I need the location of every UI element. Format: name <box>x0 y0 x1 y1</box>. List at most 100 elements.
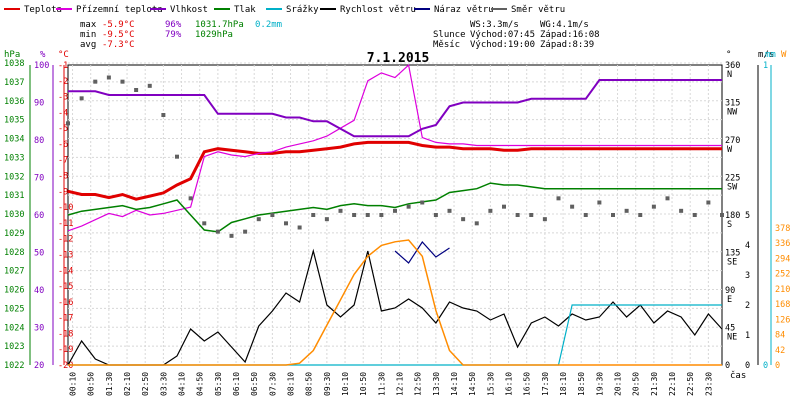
w-tick-label: 294 <box>775 254 790 264</box>
legend-label: Náraz větru <box>434 5 494 15</box>
stat-max-hum: 96% <box>165 20 182 30</box>
wind-dir-point <box>447 208 452 213</box>
wind-dir-point <box>284 221 288 226</box>
time-tick-label: 22:50 <box>686 372 695 396</box>
wind-dir-point <box>147 83 152 88</box>
temp-tick-label: -18 <box>58 329 73 339</box>
legend-label: Rychlost větru <box>340 5 416 15</box>
time-tick-label: 05:30 <box>214 372 223 396</box>
wind-dir-point <box>120 79 125 84</box>
temp-tick-label: -13 <box>58 250 73 260</box>
stat-max-label: max <box>80 20 97 30</box>
w-tick-label: 378 <box>775 224 790 234</box>
w-tick-label: 84 <box>775 331 785 341</box>
ms-tick-label: 4 <box>745 241 750 251</box>
deg-tick-label: 0 <box>725 361 730 371</box>
w-tick-label: 168 <box>775 300 790 310</box>
wind-dir-point <box>570 204 575 209</box>
wind-dir-point <box>502 204 506 209</box>
dir-tick-label: E <box>727 295 732 305</box>
axis-ticks: 1038103710361035103410331032103110301029… <box>4 59 790 396</box>
hpa-tick-label: 1035 <box>4 116 24 126</box>
temp-tick-label: -4 <box>58 108 68 118</box>
stat-avg-temp: -7.3°C <box>102 40 135 50</box>
deg-tick-label: 225 <box>725 174 740 184</box>
wind-dir-point <box>256 217 261 222</box>
time-tick-label: 08:50 <box>305 372 314 396</box>
series-line-tlak <box>67 182 722 233</box>
deg-tick-label: 180 <box>725 211 740 221</box>
stat-min-temp: -9.5°C <box>102 30 135 40</box>
w-tick-label: 42 <box>775 346 785 356</box>
stat-max-rain: 0.2mm <box>255 20 282 30</box>
pct-axis-label: % <box>40 50 46 60</box>
wind-dir-point <box>188 196 193 201</box>
time-tick-label: 13:30 <box>432 372 441 396</box>
hpa-tick-label: 1029 <box>4 229 24 239</box>
hpa-tick-label: 1036 <box>4 97 24 107</box>
temp-tick-label: -12 <box>58 235 73 245</box>
wind-dir-point <box>393 208 397 213</box>
stats-block: max -5.9°C 96% 1031.7hPa 0.2mm min -9.5°… <box>80 20 600 50</box>
series-solar-line <box>68 239 722 366</box>
hpa-tick-label: 1032 <box>4 172 24 182</box>
ms-tick-label: 2 <box>745 301 750 311</box>
hpa-tick-label: 1038 <box>4 59 24 69</box>
wind-dir-point <box>433 213 438 217</box>
time-tick-label: 09:30 <box>323 372 332 396</box>
time-tick-label: 17:30 <box>541 372 550 396</box>
stat-min-press: 1029hPa <box>195 30 233 40</box>
wind-dir-point <box>106 75 111 80</box>
wind-dir-point <box>297 225 302 230</box>
dir-tick-label: NE <box>727 333 737 343</box>
stat-min-hum: 79% <box>165 30 182 40</box>
time-tick-label: 21:30 <box>650 372 659 396</box>
dir-tick-label: S <box>727 220 732 230</box>
series-line-rychlost-v-tru <box>67 248 723 366</box>
time-tick-label: 01:30 <box>105 372 114 396</box>
time-tick-label: 10:10 <box>341 372 350 396</box>
deg-tick-label: 360 <box>725 61 740 71</box>
legend: Teplota Přízemní teplota Vlhkost Tlak Srážky… <box>4 5 565 15</box>
wind-dir-point <box>529 213 534 217</box>
time-tick-label: 00:50 <box>87 372 96 396</box>
mm-tick-label: 0 <box>763 361 768 371</box>
wind-dir-point <box>66 121 70 126</box>
ms-tick-label: 5 <box>745 211 750 221</box>
w-tick-label: 252 <box>775 270 790 280</box>
time-tick-label: 14:50 <box>468 372 477 396</box>
wind-dir-point <box>420 200 425 205</box>
wind-dir-point <box>651 204 656 209</box>
hpa-tick-label: 1028 <box>4 248 24 258</box>
time-tick-label: 15:30 <box>486 372 495 396</box>
time-tick-label: 18:10 <box>559 372 568 396</box>
wind-dir-point <box>134 88 139 92</box>
legend-label: Srážky <box>286 5 319 15</box>
wind-dir-point <box>556 196 561 201</box>
wind-dir-point <box>624 208 629 213</box>
temp-tick-label: -7 <box>58 156 68 166</box>
deg-tick-label: 315 <box>725 99 740 109</box>
w-tick-label: 0 <box>775 361 780 371</box>
legend-label: Teplota <box>24 5 62 15</box>
time-tick-label: 02:10 <box>123 372 132 396</box>
temp-tick-label: -14 <box>58 266 73 276</box>
pct-tick-label: 30 <box>34 324 44 334</box>
wind-dir-point <box>583 213 588 217</box>
pct-tick-label: 60 <box>34 211 44 221</box>
chart-marks <box>66 63 724 366</box>
pct-tick-label: 40 <box>34 286 44 296</box>
time-axis-label: čas <box>730 370 746 381</box>
pct-tick-label: 90 <box>34 99 44 109</box>
dir-tick-label: N <box>727 70 732 80</box>
wind-dir-point <box>243 229 248 234</box>
deg-tick-label: 90 <box>725 286 735 296</box>
stat-wg: WG:4.1m/s <box>540 20 589 30</box>
hpa-tick-label: 1034 <box>4 135 24 145</box>
temp-tick-label: -20 <box>58 361 73 371</box>
deg-tick-label: 135 <box>725 249 740 259</box>
pct-tick-label: 100 <box>34 61 49 71</box>
wind-dir-point <box>665 196 670 201</box>
deg-tick-label: 270 <box>725 136 740 146</box>
